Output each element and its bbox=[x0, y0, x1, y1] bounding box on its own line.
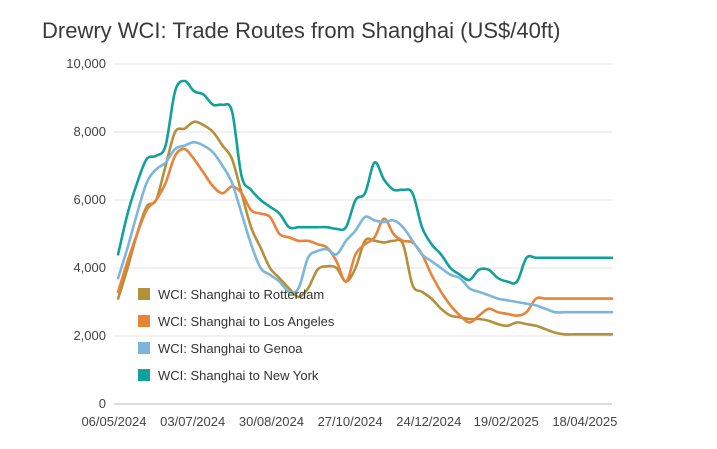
chart-title: Drewry WCI: Trade Routes from Shanghai (… bbox=[42, 18, 561, 43]
grid-lines bbox=[114, 63, 612, 405]
y-tick-label: 0 bbox=[99, 396, 106, 411]
x-tick-label: 06/05/2024 bbox=[81, 414, 146, 429]
legend: WCI: Shanghai to Rotterdam WCI: Shanghai … bbox=[138, 287, 335, 383]
x-tick-label: 18/04/2025 bbox=[552, 414, 617, 429]
x-axis-ticks: 06/05/2024 03/07/2024 30/08/2024 27/10/2024… bbox=[81, 414, 617, 429]
y-tick-label: 4,000 bbox=[73, 260, 106, 275]
series-line bbox=[116, 140, 614, 314]
x-tick-label: 24/12/2024 bbox=[396, 414, 461, 429]
legend-swatch bbox=[138, 315, 150, 327]
x-tick-label: 27/10/2024 bbox=[318, 414, 383, 429]
x-tick-label: 03/07/2024 bbox=[160, 414, 225, 429]
legend-swatch bbox=[138, 342, 150, 354]
legend-label: WCI: Shanghai to Genoa bbox=[158, 341, 303, 356]
y-tick-label: 6,000 bbox=[73, 192, 106, 207]
x-tick-label: 30/08/2024 bbox=[239, 414, 304, 429]
y-tick-label: 2,000 bbox=[73, 328, 106, 343]
legend-label: WCI: Shanghai to Rotterdam bbox=[158, 287, 324, 302]
y-tick-label: 10,000 bbox=[66, 56, 106, 71]
series-line bbox=[116, 147, 614, 324]
legend-swatch bbox=[138, 369, 150, 381]
series-line bbox=[116, 79, 614, 285]
legend-swatch bbox=[138, 288, 150, 300]
legend-label: WCI: Shanghai to Los Angeles bbox=[158, 314, 335, 329]
series-lines bbox=[116, 79, 614, 336]
y-tick-label: 8,000 bbox=[73, 124, 106, 139]
series-line bbox=[116, 120, 614, 336]
x-tick-label: 19/02/2025 bbox=[474, 414, 539, 429]
legend-label: WCI: Shanghai to New York bbox=[158, 368, 319, 383]
y-axis-ticks: 0 2,000 4,000 6,000 8,000 10,000 bbox=[66, 56, 106, 411]
